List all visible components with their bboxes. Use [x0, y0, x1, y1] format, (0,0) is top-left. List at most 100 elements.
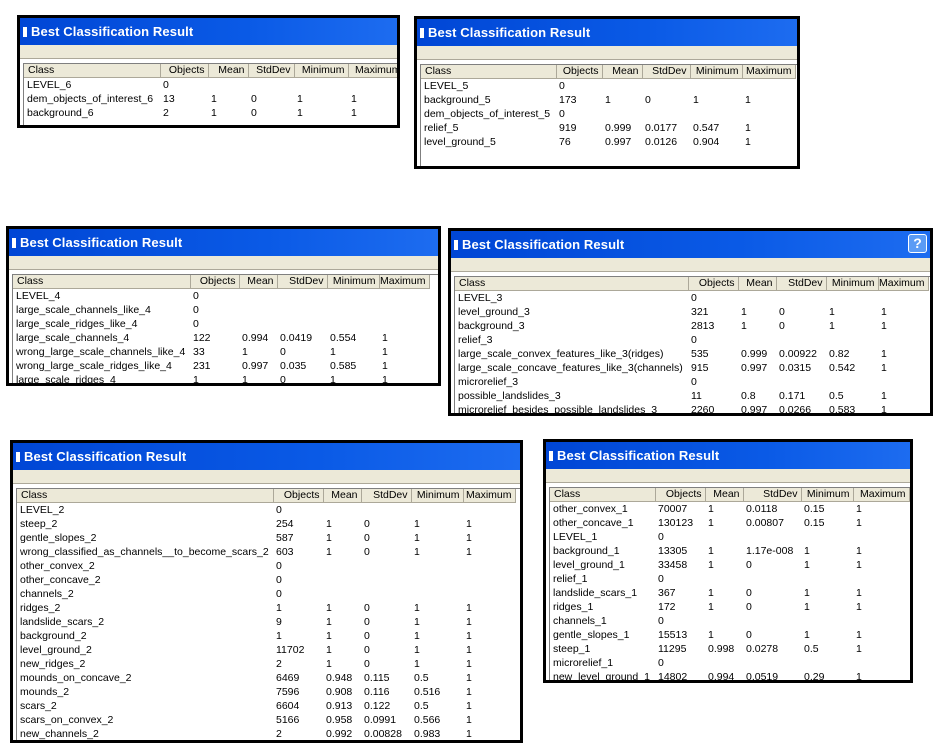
- column-header-stddev[interactable]: StdDev: [277, 275, 328, 289]
- window-titlebar[interactable]: Best Classification Result?: [451, 231, 930, 258]
- column-header-class[interactable]: Class: [455, 277, 689, 291]
- table-row[interactable]: LEVEL_5 0: [421, 79, 795, 94]
- column-header-objects[interactable]: Objects: [655, 488, 706, 502]
- window-titlebar[interactable]: Best Classification Result: [20, 18, 397, 45]
- table-row[interactable]: steep_1 11295 0.998 0.0278 0.5 1: [550, 642, 909, 656]
- table-row[interactable]: level_ground_3 321 1 0 1 1: [455, 305, 928, 319]
- table-row[interactable]: LEVEL_1 0: [550, 530, 909, 544]
- table-row[interactable]: background_5 173 1 0 1 1: [421, 93, 795, 107]
- table-row[interactable]: LEVEL_6 0: [24, 78, 397, 93]
- column-header-maximum[interactable]: Maximum: [853, 488, 910, 502]
- table-row[interactable]: large_scale_ridges_like_4 0: [13, 317, 429, 331]
- column-header-objects[interactable]: Objects: [688, 277, 739, 291]
- table-row[interactable]: mounds_on_concave_2 6469 0.948 0.115 0.5 1: [17, 671, 515, 685]
- column-header-stddev[interactable]: StdDev: [776, 277, 827, 291]
- table-row[interactable]: large_scale_channels_4 122 0.994 0.0419 0.55…: [13, 331, 429, 345]
- table-row[interactable]: level_ground_2 11702 1 0 1 1: [17, 643, 515, 657]
- column-header-class[interactable]: Class: [421, 65, 557, 79]
- column-header-maximum[interactable]: Maximum: [878, 277, 929, 291]
- table-row[interactable]: new_channels_2 2 0.992 0.00828 0.983 1: [17, 727, 515, 740]
- column-header-objects[interactable]: Objects: [273, 489, 324, 503]
- table-row[interactable]: relief_3 0: [455, 333, 928, 347]
- table-row[interactable]: LEVEL_2 0: [17, 503, 515, 518]
- column-header-minimum[interactable]: Minimum: [801, 488, 854, 502]
- column-header-class[interactable]: Class: [24, 64, 161, 78]
- table-row[interactable]: landslide_scars_1 367 1 0 1 1: [550, 586, 909, 600]
- help-button[interactable]: ?: [908, 234, 927, 253]
- table-row[interactable]: LEVEL_3 0: [455, 291, 928, 306]
- table-row[interactable]: wrong_large_scale_ridges_like_4 231 0.997 0…: [13, 359, 429, 373]
- table-row[interactable]: other_concave_2 0: [17, 573, 515, 587]
- column-header-mean[interactable]: Mean: [602, 65, 643, 79]
- table-row[interactable]: dem_objects_of_interest_5 0: [421, 107, 795, 121]
- column-header-maximum[interactable]: Maximum: [463, 489, 516, 503]
- table-row[interactable]: other_convex_2 0: [17, 559, 515, 573]
- column-header-mean[interactable]: Mean: [738, 277, 777, 291]
- table-row[interactable]: dem_objects_of_interest_6 13 1 0 1 1: [24, 92, 397, 106]
- mean-cell: 0.999: [741, 348, 768, 360]
- column-header-objects[interactable]: Objects: [556, 65, 603, 79]
- column-header-mean[interactable]: Mean: [705, 488, 744, 502]
- table-row[interactable]: microrelief_1 0: [550, 656, 909, 670]
- table-row[interactable]: background_6 2 1 0 1 1: [24, 106, 397, 120]
- table-row[interactable]: new_level_ground_1 14802 0.994 0.0519 0.29 1: [550, 670, 909, 680]
- table-row[interactable]: level_ground_5 76 0.997 0.0126 0.904 1: [421, 135, 795, 149]
- column-header-maximum[interactable]: Maximum: [348, 64, 397, 78]
- column-header-stddev[interactable]: StdDev: [248, 64, 295, 78]
- table-row[interactable]: large_scale_ridges_4 1 1 0 1 1: [13, 373, 429, 383]
- window-titlebar[interactable]: Best Classification Result: [417, 19, 797, 46]
- table-row[interactable]: new_ridges_2 2 1 0 1 1: [17, 657, 515, 671]
- column-header-class[interactable]: Class: [550, 488, 656, 502]
- column-header-mean[interactable]: Mean: [239, 275, 278, 289]
- column-header-maximum[interactable]: Maximum: [742, 65, 796, 79]
- table-row[interactable]: ridges_2 1 1 0 1 1: [17, 601, 515, 615]
- column-header-stddev[interactable]: StdDev: [743, 488, 802, 502]
- table-row[interactable]: channels_1 0: [550, 614, 909, 628]
- table-row[interactable]: wrong_large_scale_channels_like_4 33 1 0 1 1: [13, 345, 429, 359]
- column-header-class[interactable]: Class: [13, 275, 191, 289]
- table-row[interactable]: large_scale_concave_features_like_3(chan…: [455, 361, 928, 375]
- column-header-mean[interactable]: Mean: [208, 64, 249, 78]
- window-titlebar[interactable]: Best Classification Result: [13, 443, 520, 470]
- table-row[interactable]: microrelief_3 0: [455, 375, 928, 389]
- table-row[interactable]: possible_landslides_3 11 0.8 0.171 0.5 1: [455, 389, 928, 403]
- class-name-cell: background_6: [27, 107, 94, 119]
- table-row[interactable]: scars_2 6604 0.913 0.122 0.5 1: [17, 699, 515, 713]
- table-row[interactable]: gentle_slopes_1 15513 1 0 1 1: [550, 628, 909, 642]
- table-row[interactable]: channels_2 0: [17, 587, 515, 601]
- table-row[interactable]: ridges_1 172 1 0 1 1: [550, 600, 909, 614]
- column-header-objects[interactable]: Objects: [160, 64, 209, 78]
- table-row[interactable]: large_scale_convex_features_like_3(ridge…: [455, 347, 928, 361]
- table-row[interactable]: other_concave_1 130123 1 0.00807 0.15 1: [550, 516, 909, 530]
- table-row[interactable]: wrong_classified_as_channels__to_become_…: [17, 545, 515, 559]
- column-header-stddev[interactable]: StdDev: [361, 489, 412, 503]
- table-row[interactable]: landslide_scars_2 9 1 0 1 1: [17, 615, 515, 629]
- table-row[interactable]: large_scale_channels_like_4 0: [13, 303, 429, 317]
- table-row[interactable]: mounds_2 7596 0.908 0.116 0.516 1: [17, 685, 515, 699]
- table-row[interactable]: other_convex_1 70007 1 0.0118 0.15 1: [550, 502, 909, 517]
- column-header-minimum[interactable]: Minimum: [294, 64, 349, 78]
- column-header-minimum[interactable]: Minimum: [690, 65, 743, 79]
- table-row[interactable]: steep_2 254 1 0 1 1: [17, 517, 515, 531]
- table-row[interactable]: LEVEL_4 0: [13, 289, 429, 304]
- column-header-class[interactable]: Class: [17, 489, 274, 503]
- table-row[interactable]: microrelief_besides_possible_landslides_…: [455, 403, 928, 413]
- column-header-stddev[interactable]: StdDev: [642, 65, 691, 79]
- table-row[interactable]: level_ground_1 33458 1 0 1 1: [550, 558, 909, 572]
- table-row[interactable]: background_1 13305 1 1.17e-008 1 1: [550, 544, 909, 558]
- column-header-minimum[interactable]: Minimum: [327, 275, 380, 289]
- table-row[interactable]: background_3 2813 1 0 1 1: [455, 319, 928, 333]
- column-header-objects[interactable]: Objects: [190, 275, 240, 289]
- table-row[interactable]: gentle_slopes_2 587 1 0 1 1: [17, 531, 515, 545]
- table-row[interactable]: relief_5 919 0.999 0.0177 0.547 1: [421, 121, 795, 135]
- table-row[interactable]: background_2 1 1 0 1 1: [17, 629, 515, 643]
- window-titlebar[interactable]: Best Classification Result: [546, 442, 910, 469]
- column-header-minimum[interactable]: Minimum: [411, 489, 464, 503]
- column-header-maximum[interactable]: Maximum: [379, 275, 430, 289]
- column-header-minimum[interactable]: Minimum: [826, 277, 879, 291]
- class-name-cell: large_scale_ridges_like_4: [16, 318, 138, 330]
- table-row[interactable]: relief_1 0: [550, 572, 909, 586]
- table-row[interactable]: scars_on_convex_2 5166 0.958 0.0991 0.566 1: [17, 713, 515, 727]
- window-titlebar[interactable]: Best Classification Result: [9, 229, 438, 256]
- column-header-mean[interactable]: Mean: [323, 489, 362, 503]
